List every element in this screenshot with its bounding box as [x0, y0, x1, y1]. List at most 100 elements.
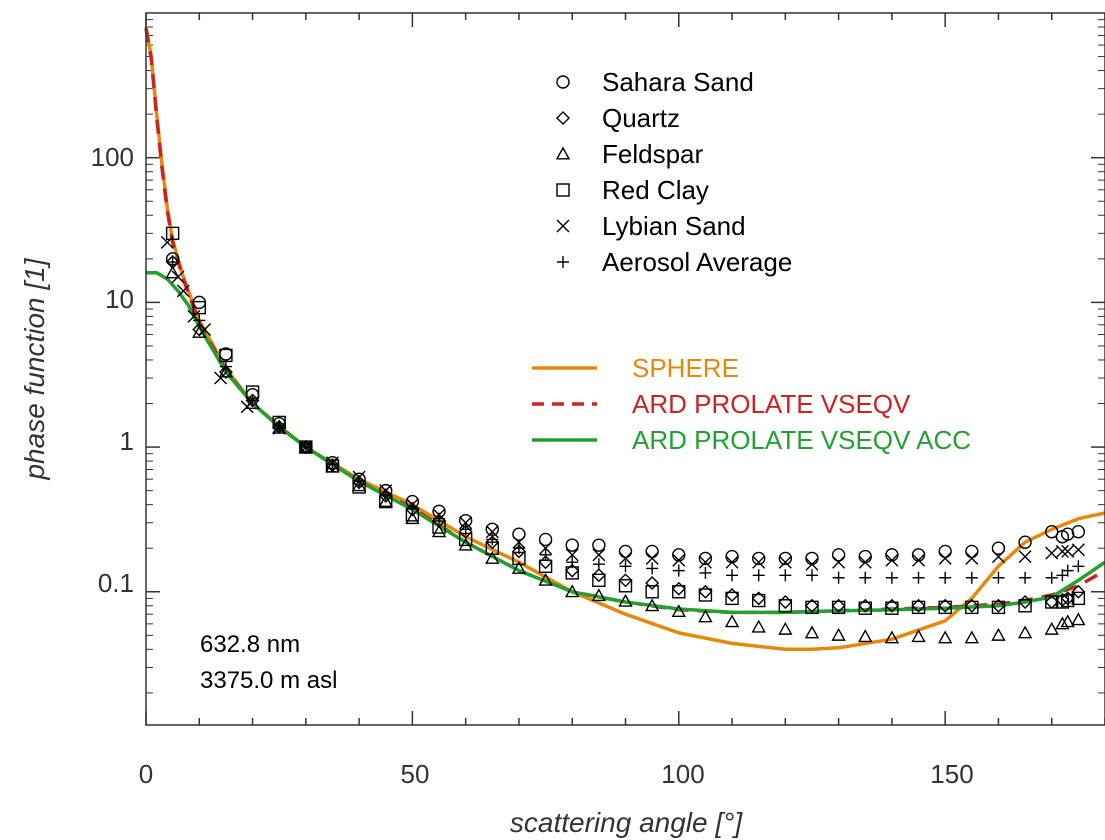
data-point-circle — [1071, 525, 1086, 539]
data-point-circle — [565, 538, 579, 552]
data-point-square — [645, 585, 659, 599]
data-point-circle — [698, 551, 713, 566]
data-point-triangle — [378, 494, 393, 508]
data-point-triangle — [405, 511, 420, 525]
data-point-plus — [459, 523, 472, 536]
data-point-x — [991, 550, 1005, 564]
data-point-diamond — [591, 568, 606, 583]
data-point-square — [672, 585, 686, 599]
measurement-points — [160, 226, 1086, 644]
data-point-triangle — [218, 364, 234, 378]
data-point-circle — [965, 544, 979, 559]
data-point-x — [485, 525, 499, 539]
data-point-triangle — [272, 420, 287, 434]
data-point-circle — [192, 295, 206, 310]
legend-label: Feldspar — [602, 139, 703, 169]
data-point-x — [672, 553, 686, 567]
data-point-triangle — [351, 478, 367, 492]
data-point-diamond — [725, 587, 740, 602]
data-point-x — [965, 551, 979, 565]
data-point-triangle — [671, 604, 686, 618]
data-point-square — [592, 573, 606, 588]
data-point-plus — [779, 569, 792, 582]
data-point-x — [1018, 550, 1032, 564]
data-point-diamond — [218, 365, 233, 380]
data-point-square — [192, 300, 206, 315]
data-point-x — [592, 548, 606, 562]
data-point-triangle — [644, 598, 660, 612]
data-point-plus — [166, 256, 179, 269]
legend-symbol-diamond — [556, 111, 570, 125]
data-point-triangle — [538, 572, 553, 586]
data-point-plus — [646, 562, 659, 575]
data-point-square — [805, 600, 819, 615]
data-point-triangle — [565, 584, 580, 598]
data-point-square — [725, 591, 739, 606]
data-point-plus — [326, 458, 339, 471]
data-point-x — [198, 322, 212, 336]
data-point-triangle — [458, 537, 473, 551]
data-point-plus — [433, 512, 446, 525]
data-point-x — [214, 371, 228, 385]
data-point-triangle — [618, 593, 633, 607]
legend-label: Lybian Sand — [602, 211, 746, 241]
data-point-square — [618, 579, 633, 593]
data-point-triangle — [698, 609, 713, 623]
data-point-plus — [219, 360, 232, 373]
data-point-x — [725, 555, 739, 569]
data-point-circle — [538, 532, 553, 547]
data-point-square — [165, 226, 180, 241]
data-point-diamond — [565, 563, 580, 578]
data-point-diamond — [884, 598, 899, 613]
y-tick-labels: 0.1 1 10 100 — [91, 142, 134, 598]
data-point-triangle — [1017, 625, 1033, 639]
x-tick-label: 0 — [139, 759, 153, 789]
data-point-square — [858, 601, 872, 615]
data-point-diamond — [751, 591, 766, 606]
legend-symbol-x — [556, 219, 570, 233]
data-point-triangle — [485, 550, 500, 564]
data-point-diamond — [964, 598, 979, 613]
tick-marks — [145, 13, 1105, 725]
data-point-triangle — [991, 627, 1006, 641]
data-point-diamond — [485, 535, 500, 550]
data-point-plus — [512, 542, 525, 555]
data-point-x — [160, 235, 174, 249]
data-point-plus — [1045, 571, 1058, 584]
data-point-diamond — [618, 573, 633, 588]
data-point-plus — [379, 488, 392, 501]
data-point-x — [912, 553, 926, 567]
data-point-x — [565, 548, 579, 562]
data-point-triangle — [1060, 614, 1075, 628]
data-point-plus — [672, 564, 685, 577]
data-point-square — [1018, 599, 1032, 613]
x-tick-label: 50 — [401, 759, 430, 789]
data-point-square — [965, 600, 979, 615]
data-point-circle — [725, 549, 739, 564]
data-point-triangle — [858, 629, 873, 643]
data-point-circle — [592, 538, 606, 552]
data-point-triangle — [1071, 612, 1086, 626]
data-point-diamond — [938, 598, 953, 613]
data-point-x — [645, 551, 659, 565]
legend-label: ARD PROLATE VSEQV ACC — [632, 425, 971, 455]
data-point-triangle — [511, 560, 527, 574]
curve-ard-prolate-vseqv-acc — [146, 271, 1105, 615]
data-point-circle — [1061, 527, 1075, 541]
data-point-plus — [1072, 560, 1085, 573]
data-point-triangle — [937, 630, 953, 644]
data-point-plus — [1061, 564, 1074, 577]
data-point-plus — [992, 571, 1005, 584]
data-point-x — [240, 400, 254, 414]
x-tick-label: 150 — [930, 759, 973, 789]
legend-symbol-triangle — [555, 146, 571, 160]
y-tick-label: 0.1 — [98, 568, 134, 598]
data-point-plus — [592, 558, 605, 571]
y-tick-label: 10 — [105, 284, 134, 314]
data-point-circle — [778, 551, 793, 566]
data-point-diamond — [1071, 584, 1086, 599]
data-point-diamond — [911, 598, 926, 613]
data-point-plus — [965, 571, 978, 584]
data-point-circle — [751, 551, 766, 566]
